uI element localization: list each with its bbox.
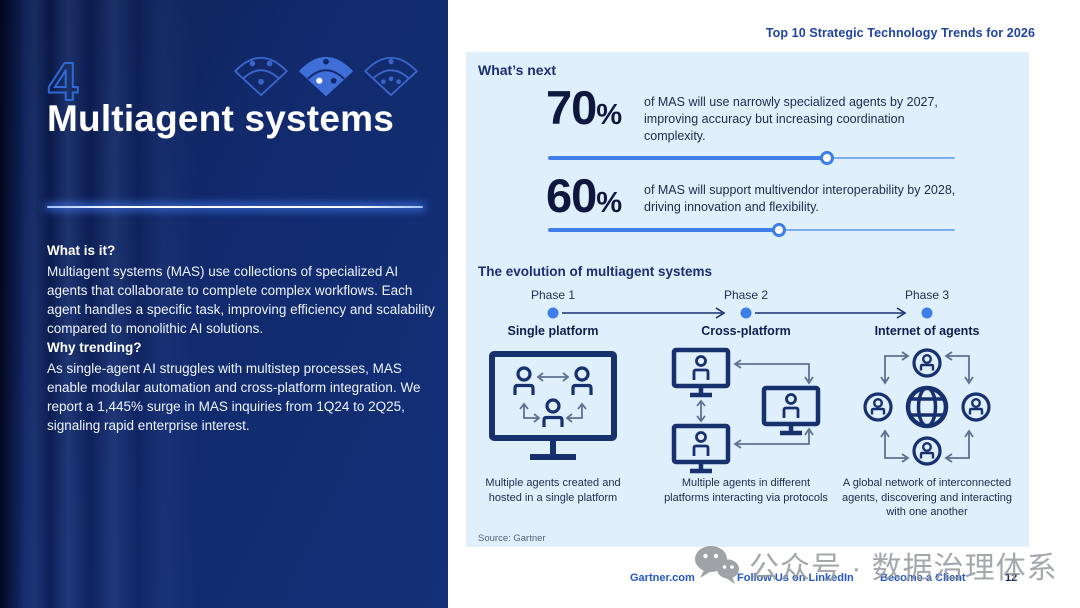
- phase-1-caption: Multiple agents created and hosted in a …: [485, 477, 621, 504]
- trend-number-outline: 4: [47, 51, 79, 112]
- monitor-agent-icon: [671, 423, 731, 474]
- page-title: Multiagent systems: [47, 98, 394, 139]
- phase-2-dot: [740, 307, 752, 319]
- monitor-with-agents-icon: [489, 351, 617, 460]
- what-is-it-body: Multiagent systems (MAS) use collections…: [47, 264, 435, 337]
- stat-value-70: 70%: [546, 81, 622, 134]
- content-panel: What’s next 70% of MAS will use narrowly…: [466, 52, 1029, 547]
- whats-next-heading: What’s next: [478, 62, 557, 78]
- left-panel: 4 Multiagent systems: [0, 0, 448, 608]
- monitor-agent-icon: [761, 385, 821, 436]
- fan-radar-icon-filled: [299, 56, 353, 97]
- footer-link-gartner-com[interactable]: Gartner.com: [630, 572, 695, 584]
- agent-node-icon: [912, 348, 942, 378]
- evolution-heading: The evolution of multiagent systems: [478, 264, 713, 279]
- footer-link-become-client[interactable]: Become a Client: [880, 572, 966, 584]
- agent-node-icon: [961, 392, 991, 422]
- slider-track-filled: [548, 228, 779, 232]
- percent-sign: %: [596, 187, 622, 219]
- percent-sign: %: [596, 99, 622, 131]
- linked-monitors-icon: [671, 347, 821, 474]
- source-note: Source: Gartner: [478, 533, 546, 544]
- stat-value-60: 60%: [546, 169, 622, 222]
- footer-link-linkedin[interactable]: Follow Us on LinkedIn: [737, 572, 854, 584]
- trend-icon-row: [230, 53, 422, 97]
- what-is-it-heading: What is it?: [47, 243, 116, 258]
- trend-number: 4: [48, 52, 78, 112]
- slider-track-remaining: [778, 229, 955, 231]
- interaction-arrows: [519, 372, 587, 423]
- fan-radar-icon-outline: [234, 56, 288, 97]
- phase-1-name: Single platform: [507, 324, 599, 338]
- why-trending-body: As single-agent AI struggles with multis…: [47, 361, 421, 434]
- why-trending-heading: Why trending?: [47, 340, 142, 355]
- page-number: 12: [1005, 572, 1018, 584]
- stat-slider-60: [548, 223, 955, 237]
- report-title: Top 10 Strategic Technology Trends for 2…: [765, 26, 1035, 40]
- stat-description-70: of MAS will use narrowly specialized age…: [644, 95, 938, 143]
- slider-knob: [819, 151, 834, 165]
- fan-radar-icon-dotted: [364, 56, 418, 97]
- phase-3-name: Internet of agents: [874, 324, 980, 338]
- phase-2-caption: Multiple agents in different platforms i…: [664, 477, 828, 504]
- phase-2-name: Cross-platform: [701, 324, 791, 338]
- timeline-arrow-track: [547, 307, 933, 319]
- slider-track-filled: [548, 156, 827, 160]
- globe-icon: [905, 385, 949, 429]
- agent-icon: [542, 398, 564, 427]
- wechat-icon: [695, 546, 739, 584]
- network-arrows: [880, 351, 974, 463]
- phase-3-label: Phase 3: [904, 288, 950, 302]
- protocol-arrows: [696, 359, 814, 449]
- stat-description-60: of MAS will support multivendor interope…: [644, 183, 956, 214]
- agent-icon: [513, 366, 535, 395]
- phase-1-label: Phase 1: [530, 288, 576, 302]
- agent-node-icon: [912, 436, 942, 466]
- globe-agent-network-icon: [863, 348, 991, 466]
- title-divider-line: [47, 206, 423, 208]
- phase-2-label: Phase 2: [723, 288, 769, 302]
- phase-1-dot: [547, 307, 559, 319]
- agent-icon: [571, 366, 593, 395]
- slider-knob: [771, 223, 786, 237]
- phase-3-caption: A global network of interconnected agent…: [842, 477, 1012, 519]
- monitor-agent-icon: [671, 347, 731, 398]
- stat-slider-70: [548, 151, 955, 165]
- slider-track-remaining: [826, 157, 955, 159]
- phase-3-dot: [921, 307, 933, 319]
- agent-node-icon: [863, 392, 893, 422]
